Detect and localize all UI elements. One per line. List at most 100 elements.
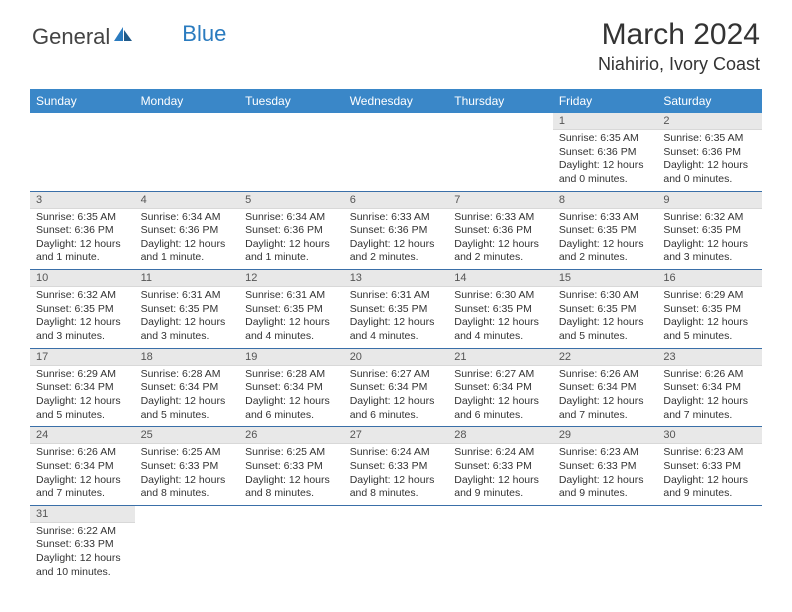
- sunrise-text: Sunrise: 6:28 AM: [245, 368, 338, 382]
- daylight-text: Daylight: 12 hours and 5 minutes.: [36, 395, 129, 422]
- daylight-text: Daylight: 12 hours and 6 minutes.: [245, 395, 338, 422]
- daylight-text: Daylight: 12 hours and 1 minute.: [245, 238, 338, 265]
- calendar-day-cell: 3Sunrise: 6:35 AMSunset: 6:36 PMDaylight…: [30, 191, 135, 270]
- day-content: Sunrise: 6:26 AMSunset: 6:34 PMDaylight:…: [553, 366, 658, 427]
- day-content: Sunrise: 6:30 AMSunset: 6:35 PMDaylight:…: [553, 287, 658, 348]
- sunset-text: Sunset: 6:36 PM: [350, 224, 443, 238]
- sunrise-text: Sunrise: 6:28 AM: [141, 368, 234, 382]
- sunrise-text: Sunrise: 6:34 AM: [141, 211, 234, 225]
- sunrise-text: Sunrise: 6:33 AM: [454, 211, 547, 225]
- day-number: 18: [135, 349, 240, 366]
- sunrise-text: Sunrise: 6:25 AM: [141, 446, 234, 460]
- day-content: Sunrise: 6:27 AMSunset: 6:34 PMDaylight:…: [344, 366, 449, 427]
- logo-text-blue: Blue: [182, 21, 226, 47]
- sunset-text: Sunset: 6:36 PM: [245, 224, 338, 238]
- calendar-day-cell: 6Sunrise: 6:33 AMSunset: 6:36 PMDaylight…: [344, 191, 449, 270]
- daylight-text: Daylight: 12 hours and 7 minutes.: [36, 474, 129, 501]
- weekday-header: Thursday: [448, 89, 553, 113]
- sunset-text: Sunset: 6:35 PM: [350, 303, 443, 317]
- calendar-week-row: 10Sunrise: 6:32 AMSunset: 6:35 PMDayligh…: [30, 270, 762, 349]
- calendar-day-cell: [135, 505, 240, 583]
- sunrise-text: Sunrise: 6:27 AM: [350, 368, 443, 382]
- sunset-text: Sunset: 6:35 PM: [454, 303, 547, 317]
- day-number: 3: [30, 192, 135, 209]
- calendar-day-cell: 28Sunrise: 6:24 AMSunset: 6:33 PMDayligh…: [448, 427, 553, 506]
- day-content: Sunrise: 6:33 AMSunset: 6:36 PMDaylight:…: [448, 209, 553, 270]
- calendar-table: Sunday Monday Tuesday Wednesday Thursday…: [30, 89, 762, 583]
- day-content: Sunrise: 6:26 AMSunset: 6:34 PMDaylight:…: [30, 444, 135, 505]
- day-content: Sunrise: 6:22 AMSunset: 6:33 PMDaylight:…: [30, 523, 135, 584]
- calendar-day-cell: 18Sunrise: 6:28 AMSunset: 6:34 PMDayligh…: [135, 348, 240, 427]
- day-content: Sunrise: 6:25 AMSunset: 6:33 PMDaylight:…: [239, 444, 344, 505]
- calendar-day-cell: 26Sunrise: 6:25 AMSunset: 6:33 PMDayligh…: [239, 427, 344, 506]
- day-number: 12: [239, 270, 344, 287]
- day-number: 23: [657, 349, 762, 366]
- calendar-day-cell: 21Sunrise: 6:27 AMSunset: 6:34 PMDayligh…: [448, 348, 553, 427]
- day-content: Sunrise: 6:32 AMSunset: 6:35 PMDaylight:…: [657, 209, 762, 270]
- day-number: 29: [553, 427, 658, 444]
- day-content: Sunrise: 6:31 AMSunset: 6:35 PMDaylight:…: [239, 287, 344, 348]
- calendar-day-cell: 23Sunrise: 6:26 AMSunset: 6:34 PMDayligh…: [657, 348, 762, 427]
- sunrise-text: Sunrise: 6:27 AM: [454, 368, 547, 382]
- sunset-text: Sunset: 6:33 PM: [559, 460, 652, 474]
- calendar-week-row: 1Sunrise: 6:35 AMSunset: 6:36 PMDaylight…: [30, 113, 762, 191]
- calendar-day-cell: [448, 113, 553, 191]
- weekday-header: Tuesday: [239, 89, 344, 113]
- calendar-week-row: 31Sunrise: 6:22 AMSunset: 6:33 PMDayligh…: [30, 505, 762, 583]
- day-content: Sunrise: 6:32 AMSunset: 6:35 PMDaylight:…: [30, 287, 135, 348]
- calendar-day-cell: [448, 505, 553, 583]
- day-number: 1: [553, 113, 658, 130]
- sunset-text: Sunset: 6:33 PM: [141, 460, 234, 474]
- sunrise-text: Sunrise: 6:33 AM: [350, 211, 443, 225]
- calendar-day-cell: 8Sunrise: 6:33 AMSunset: 6:35 PMDaylight…: [553, 191, 658, 270]
- day-number: 14: [448, 270, 553, 287]
- sunset-text: Sunset: 6:34 PM: [245, 381, 338, 395]
- calendar-day-cell: 12Sunrise: 6:31 AMSunset: 6:35 PMDayligh…: [239, 270, 344, 349]
- weekday-header: Sunday: [30, 89, 135, 113]
- sunrise-text: Sunrise: 6:22 AM: [36, 525, 129, 539]
- calendar-day-cell: 15Sunrise: 6:30 AMSunset: 6:35 PMDayligh…: [553, 270, 658, 349]
- day-number: 22: [553, 349, 658, 366]
- calendar-day-cell: 31Sunrise: 6:22 AMSunset: 6:33 PMDayligh…: [30, 505, 135, 583]
- day-number: 6: [344, 192, 449, 209]
- sunrise-text: Sunrise: 6:32 AM: [36, 289, 129, 303]
- sunset-text: Sunset: 6:33 PM: [454, 460, 547, 474]
- sunrise-text: Sunrise: 6:34 AM: [245, 211, 338, 225]
- calendar-week-row: 3Sunrise: 6:35 AMSunset: 6:36 PMDaylight…: [30, 191, 762, 270]
- day-number: 8: [553, 192, 658, 209]
- daylight-text: Daylight: 12 hours and 5 minutes.: [663, 316, 756, 343]
- calendar-day-cell: 7Sunrise: 6:33 AMSunset: 6:36 PMDaylight…: [448, 191, 553, 270]
- day-content: Sunrise: 6:31 AMSunset: 6:35 PMDaylight:…: [135, 287, 240, 348]
- sunrise-text: Sunrise: 6:26 AM: [559, 368, 652, 382]
- sunrise-text: Sunrise: 6:23 AM: [663, 446, 756, 460]
- weekday-header: Saturday: [657, 89, 762, 113]
- sunset-text: Sunset: 6:36 PM: [454, 224, 547, 238]
- calendar-day-cell: [553, 505, 658, 583]
- sunrise-text: Sunrise: 6:25 AM: [245, 446, 338, 460]
- sunset-text: Sunset: 6:33 PM: [36, 538, 129, 552]
- day-content: Sunrise: 6:35 AMSunset: 6:36 PMDaylight:…: [30, 209, 135, 270]
- calendar-day-cell: 30Sunrise: 6:23 AMSunset: 6:33 PMDayligh…: [657, 427, 762, 506]
- weekday-header: Monday: [135, 89, 240, 113]
- sunset-text: Sunset: 6:34 PM: [36, 460, 129, 474]
- day-number: 16: [657, 270, 762, 287]
- sunrise-text: Sunrise: 6:24 AM: [350, 446, 443, 460]
- daylight-text: Daylight: 12 hours and 4 minutes.: [454, 316, 547, 343]
- calendar-day-cell: 10Sunrise: 6:32 AMSunset: 6:35 PMDayligh…: [30, 270, 135, 349]
- day-content: Sunrise: 6:28 AMSunset: 6:34 PMDaylight:…: [239, 366, 344, 427]
- day-content: Sunrise: 6:25 AMSunset: 6:33 PMDaylight:…: [135, 444, 240, 505]
- daylight-text: Daylight: 12 hours and 7 minutes.: [663, 395, 756, 422]
- sunset-text: Sunset: 6:35 PM: [36, 303, 129, 317]
- sunset-text: Sunset: 6:35 PM: [663, 224, 756, 238]
- calendar-day-cell: 4Sunrise: 6:34 AMSunset: 6:36 PMDaylight…: [135, 191, 240, 270]
- sunset-text: Sunset: 6:34 PM: [36, 381, 129, 395]
- day-number: 17: [30, 349, 135, 366]
- sunset-text: Sunset: 6:34 PM: [141, 381, 234, 395]
- calendar-day-cell: 17Sunrise: 6:29 AMSunset: 6:34 PMDayligh…: [30, 348, 135, 427]
- calendar-day-cell: [344, 505, 449, 583]
- daylight-text: Daylight: 12 hours and 7 minutes.: [559, 395, 652, 422]
- calendar-day-cell: 1Sunrise: 6:35 AMSunset: 6:36 PMDaylight…: [553, 113, 658, 191]
- daylight-text: Daylight: 12 hours and 5 minutes.: [559, 316, 652, 343]
- day-number: 9: [657, 192, 762, 209]
- weekday-header: Wednesday: [344, 89, 449, 113]
